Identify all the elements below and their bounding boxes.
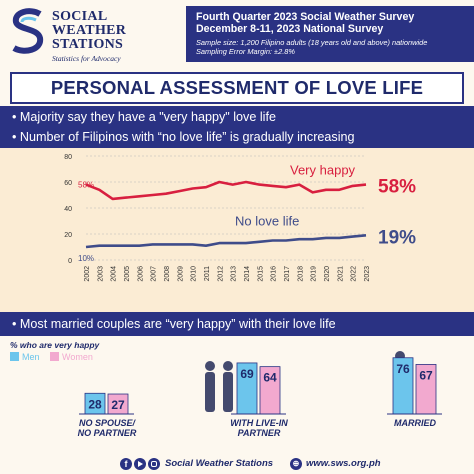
legend-label-men: Men (22, 352, 40, 362)
x-tick-label: 2013 (231, 266, 238, 282)
page-title: PERSONAL ASSESSMENT OF LOVE LIFE (10, 72, 464, 104)
logo-line2: WEATHER (52, 23, 127, 38)
logo-tagline: Statistics for Advocacy (52, 54, 121, 63)
x-tick-label: 2004 (111, 266, 118, 282)
y-tick-label: 0 (68, 258, 72, 265)
youtube-icon[interactable] (134, 458, 146, 470)
very-happy-series-name: Very happy (290, 163, 356, 178)
no-love-life-series-name: No love life (235, 213, 299, 228)
no-spouse-category-label: NO PARTNER (78, 428, 137, 438)
live-in-category-label: WITH LIVE-IN (230, 418, 288, 428)
no-love-life-end-label: 19% (378, 227, 416, 248)
legend-swatch-women (50, 352, 59, 361)
x-tick-label: 2017 (284, 266, 291, 282)
x-tick-label: 2005 (124, 266, 131, 282)
x-tick-label: 2012 (217, 266, 224, 282)
logo-line3: STATIONS (52, 37, 124, 52)
live-in-category-label: PARTNER (238, 428, 281, 438)
globe-icon: ⊕ (290, 458, 302, 470)
no-love-life-start-label: 10% (78, 254, 94, 263)
person-icon (205, 361, 215, 371)
married-value-women: 67 (419, 368, 433, 382)
y-tick-label: 20 (64, 232, 72, 239)
legend-swatch-men (10, 352, 19, 361)
x-tick-label: 2022 (351, 266, 358, 282)
no-spouse-category-label: NO SPOUSE/ (79, 418, 137, 428)
x-tick-label: 2002 (84, 266, 91, 282)
finding-3-box: • Most married couples are “very happy” … (0, 312, 474, 336)
x-tick-label: 2016 (271, 266, 278, 282)
finding-2: • Number of Filipinos with “no love life… (12, 130, 355, 144)
x-tick-label: 2020 (324, 266, 331, 282)
x-tick-label: 2003 (97, 266, 104, 282)
x-tick-label: 2018 (297, 266, 304, 282)
no-spouse-value-men: 28 (88, 397, 102, 411)
married-value-men: 76 (396, 362, 410, 376)
x-tick-label: 2023 (364, 266, 371, 282)
y-tick-label: 80 (64, 154, 72, 161)
x-tick-label: 2008 (164, 266, 171, 282)
person-icon (223, 372, 233, 412)
survey-line2: December 8-11, 2023 National Survey (196, 23, 384, 35)
chart-background (0, 148, 474, 312)
logo-wordmark: SOCIAL WEATHER STATIONS (52, 10, 126, 52)
facebook-icon[interactable]: f (120, 458, 132, 470)
civil-status-bar-chart: % who are very happy Men Women 28 27 NO SPOUS… (10, 340, 442, 438)
survey-info-box: Fourth Quarter 2023 Social Weather Surve… (186, 6, 474, 62)
survey-title: Fourth Quarter 2023 Social Weather Surve… (196, 11, 414, 35)
survey-details: Sample size: 1,200 Filipino adults (18 y… (196, 38, 427, 56)
footer-site[interactable]: www.sws.org.ph (306, 458, 381, 469)
y-tick-label: 60 (64, 180, 72, 187)
person-icon (205, 372, 215, 412)
finding-3-text: Most married couples are “very happy” wi… (19, 317, 336, 331)
sample-size: Sample size: 1,200 Filipino adults (18 y… (196, 38, 428, 47)
x-tick-label: 2011 (204, 266, 211, 281)
trend-line-chart: 0 20 40 60 80 2002 2003 2004 2005 2006 2007 2008 200… (0, 148, 474, 312)
x-tick-label: 2015 (257, 266, 264, 282)
legend-label-women: Women (62, 352, 93, 362)
x-tick-label: 2007 (151, 266, 158, 282)
sws-logo-icon (12, 8, 44, 54)
very-happy-end-label: 58% (378, 177, 416, 198)
finding-2-text: Number of Filipinos with “no love life” … (19, 130, 355, 144)
married-category-label: MARRIED (394, 418, 436, 428)
x-tick-label: 2021 (337, 266, 344, 282)
x-tick-label: 2006 (137, 266, 144, 282)
instagram-icon[interactable] (148, 458, 160, 470)
very-happy-start-label: 58% (78, 181, 94, 190)
x-tick-label: 2019 (311, 266, 318, 282)
person-icon (223, 361, 233, 371)
footer-org: Social Weather Stations (165, 458, 274, 469)
live-in-value-women: 64 (263, 371, 277, 385)
no-love-life-series-line (85, 234, 367, 249)
no-spouse-value-women: 27 (111, 398, 125, 412)
x-tick-label: 2009 (177, 266, 184, 282)
y-tick-label: 40 (64, 206, 72, 213)
x-tick-label: 2014 (244, 266, 251, 282)
finding-3: • Most married couples are “very happy” … (12, 317, 336, 331)
findings-box: • Majority say they have a "very happy" … (0, 106, 474, 150)
finding-1-text: Majority say they have a "very happy" lo… (19, 110, 276, 124)
legend-title: % who are very happy (10, 340, 101, 350)
very-happy-series-line (85, 180, 367, 201)
live-in-value-men: 69 (240, 367, 254, 381)
finding-1: • Majority say they have a "very happy" … (12, 110, 276, 124)
survey-line1: Fourth Quarter 2023 Social Weather Surve… (196, 11, 415, 23)
x-tick-label: 2010 (191, 266, 198, 282)
footer: f Social Weather Stations ⊕ www.sws.org.… (0, 454, 474, 474)
logo-line1: SOCIAL (52, 9, 108, 24)
error-margin: Sampling Error Margin: ±2.8% (196, 47, 295, 56)
